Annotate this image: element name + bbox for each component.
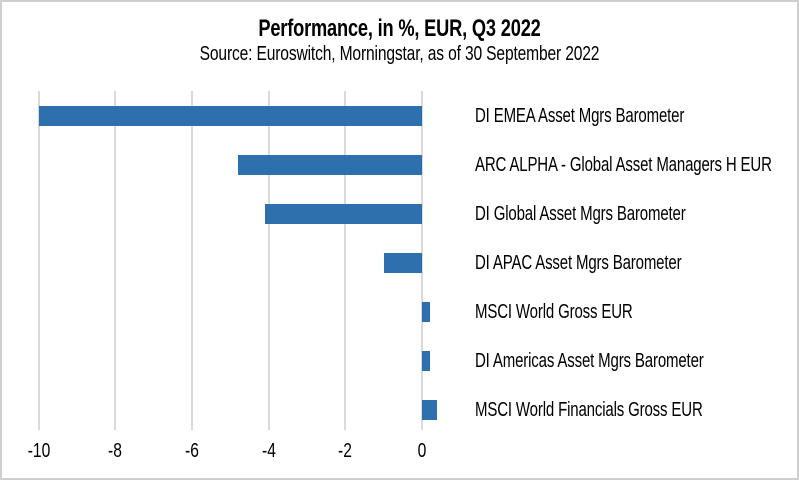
gridline-x--2	[344, 91, 347, 430]
bar	[383, 252, 422, 273]
category-label: ARC ALPHA - Global Asset Managers H EUR	[475, 153, 772, 176]
gridline-x--10	[37, 91, 40, 430]
x-tick-label: -4	[261, 440, 276, 462]
x-tick-label: 0	[417, 440, 427, 462]
bar	[422, 302, 430, 323]
x-tick-label: -8	[108, 440, 123, 462]
bar	[422, 351, 430, 372]
chart-subtitle: Source: Euroswitch, Morningstar, as of 3…	[199, 43, 600, 65]
category-label: DI Americas Asset Mgrs Barometer	[475, 350, 704, 373]
gridline-x--6	[191, 91, 193, 430]
category-label: DI APAC Asset Mgrs Barometer	[475, 251, 682, 274]
chart-title: Performance, in %, EUR, Q3 2022	[258, 15, 541, 42]
bar	[422, 400, 438, 421]
x-tick-label: -2	[338, 440, 353, 462]
gridline-x--4	[267, 91, 270, 430]
x-tick-label: -10	[27, 440, 50, 462]
gridline-x--8	[114, 91, 117, 430]
category-label: DI EMEA Asset Mgrs Barometer	[475, 104, 685, 127]
x-tick-label: -6	[185, 440, 199, 462]
bar	[38, 105, 422, 126]
category-label: MSCI World Gross EUR	[475, 301, 633, 324]
category-label: DI Global Asset Mgrs Barometer	[475, 202, 686, 225]
bar	[264, 203, 422, 224]
gridline-x-0	[421, 91, 423, 430]
category-label: MSCI World Financials Gross EUR	[475, 399, 703, 422]
bar	[238, 154, 422, 175]
